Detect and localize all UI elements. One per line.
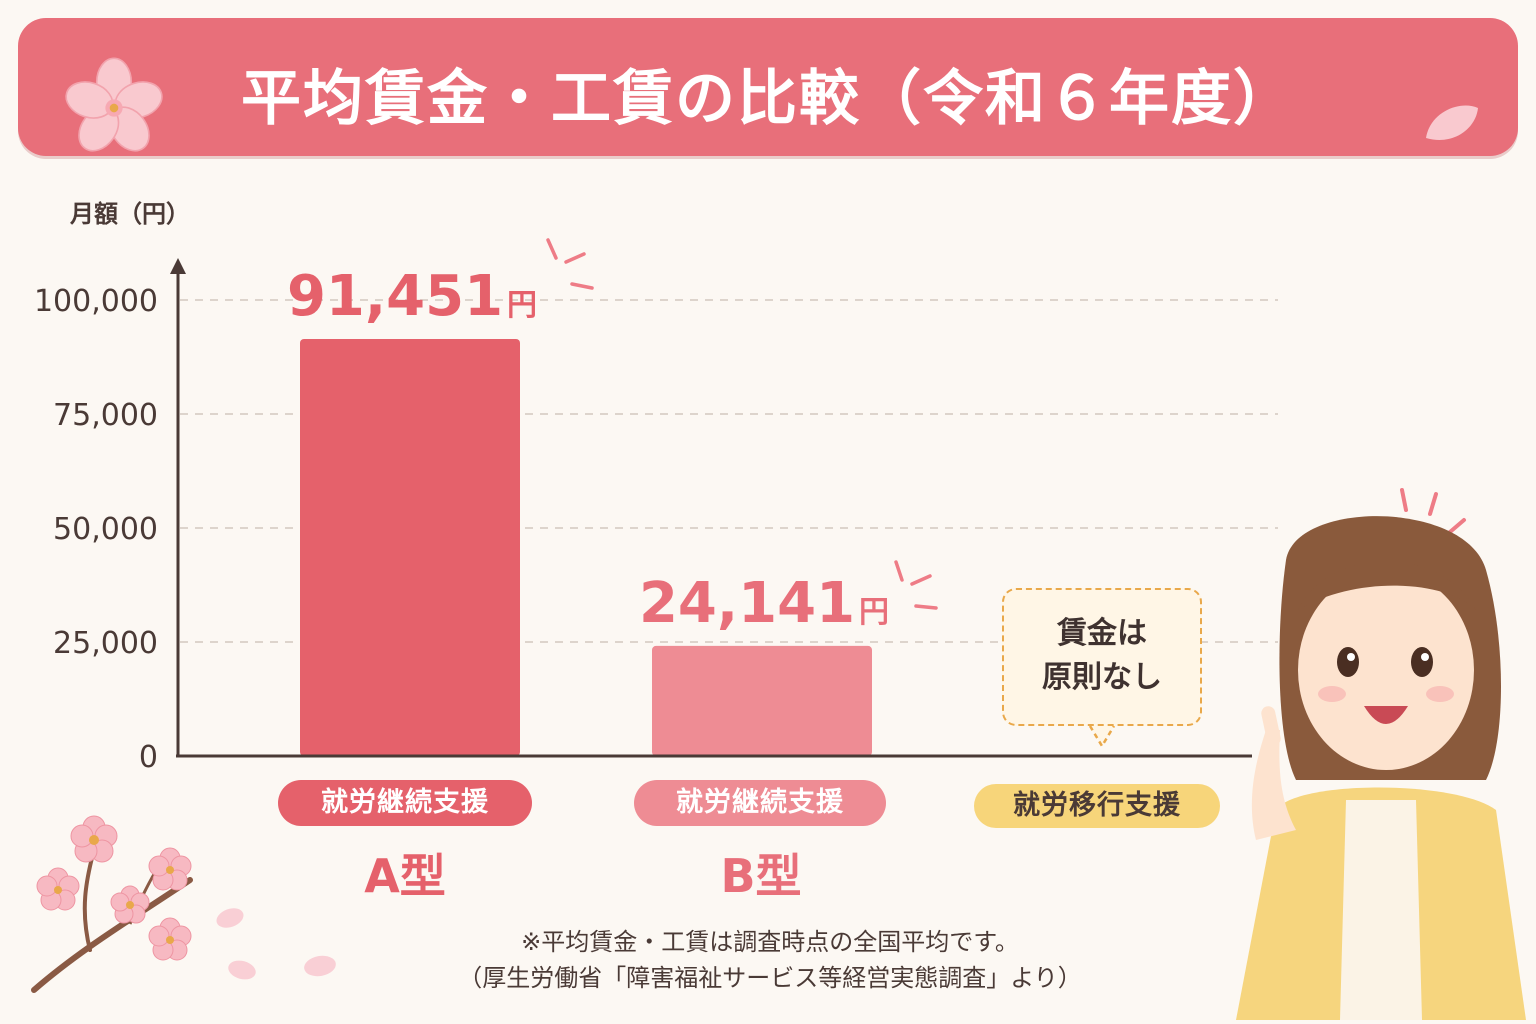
y-axis-label: 月額（円） <box>69 200 190 228</box>
bar-1 <box>652 645 872 756</box>
bar-0 <box>300 338 520 756</box>
category-pill-transition: 就労移行支援 <box>974 784 1220 828</box>
category-pill-b: 就労継続支援 <box>634 780 886 826</box>
y-tick-label: 25,000 <box>53 626 158 661</box>
chart-title: 平均賃金・工賃の比較（令和６年度） <box>241 64 1295 134</box>
petal-icon <box>1426 105 1478 140</box>
callout-line-1: 賃金は <box>1057 616 1147 651</box>
category-type-a: A型 <box>364 849 446 903</box>
no-wage-callout: 賃金は 原則なし <box>1002 588 1202 726</box>
cherry-blossom-icon <box>65 57 163 152</box>
title-banner: 平均賃金・工賃の比較（令和６年度） <box>18 18 1518 156</box>
category-pill-a: 就労継続支援 <box>278 780 532 826</box>
petal-icon <box>216 908 336 980</box>
value-label-1: 24,141 円 <box>639 571 889 636</box>
woman-pointing-illustration <box>1236 488 1526 1020</box>
sparkle-icon <box>894 560 938 610</box>
sparkle-icon <box>546 238 594 290</box>
footnote-line-2: （厚生労働省「障害福祉サービス等経営実態調査」より） <box>458 964 1082 992</box>
y-axis-arrow <box>170 258 186 274</box>
y-tick-label: 0 <box>139 740 158 775</box>
callout-line-2: 原則なし <box>1042 660 1162 695</box>
y-tick-label: 100,000 <box>34 284 158 319</box>
callout-pointer <box>1088 725 1116 749</box>
category-type-b: B型 <box>720 849 802 903</box>
cherry-branch-illustration <box>31 815 193 993</box>
footnote-line-1: ※平均賃金・工賃は調査時点の全国平均です。 <box>521 928 1019 956</box>
value-label-0: 91,451 円 <box>287 264 537 329</box>
y-tick-label: 50,000 <box>53 512 158 547</box>
y-tick-label: 75,000 <box>53 398 158 433</box>
